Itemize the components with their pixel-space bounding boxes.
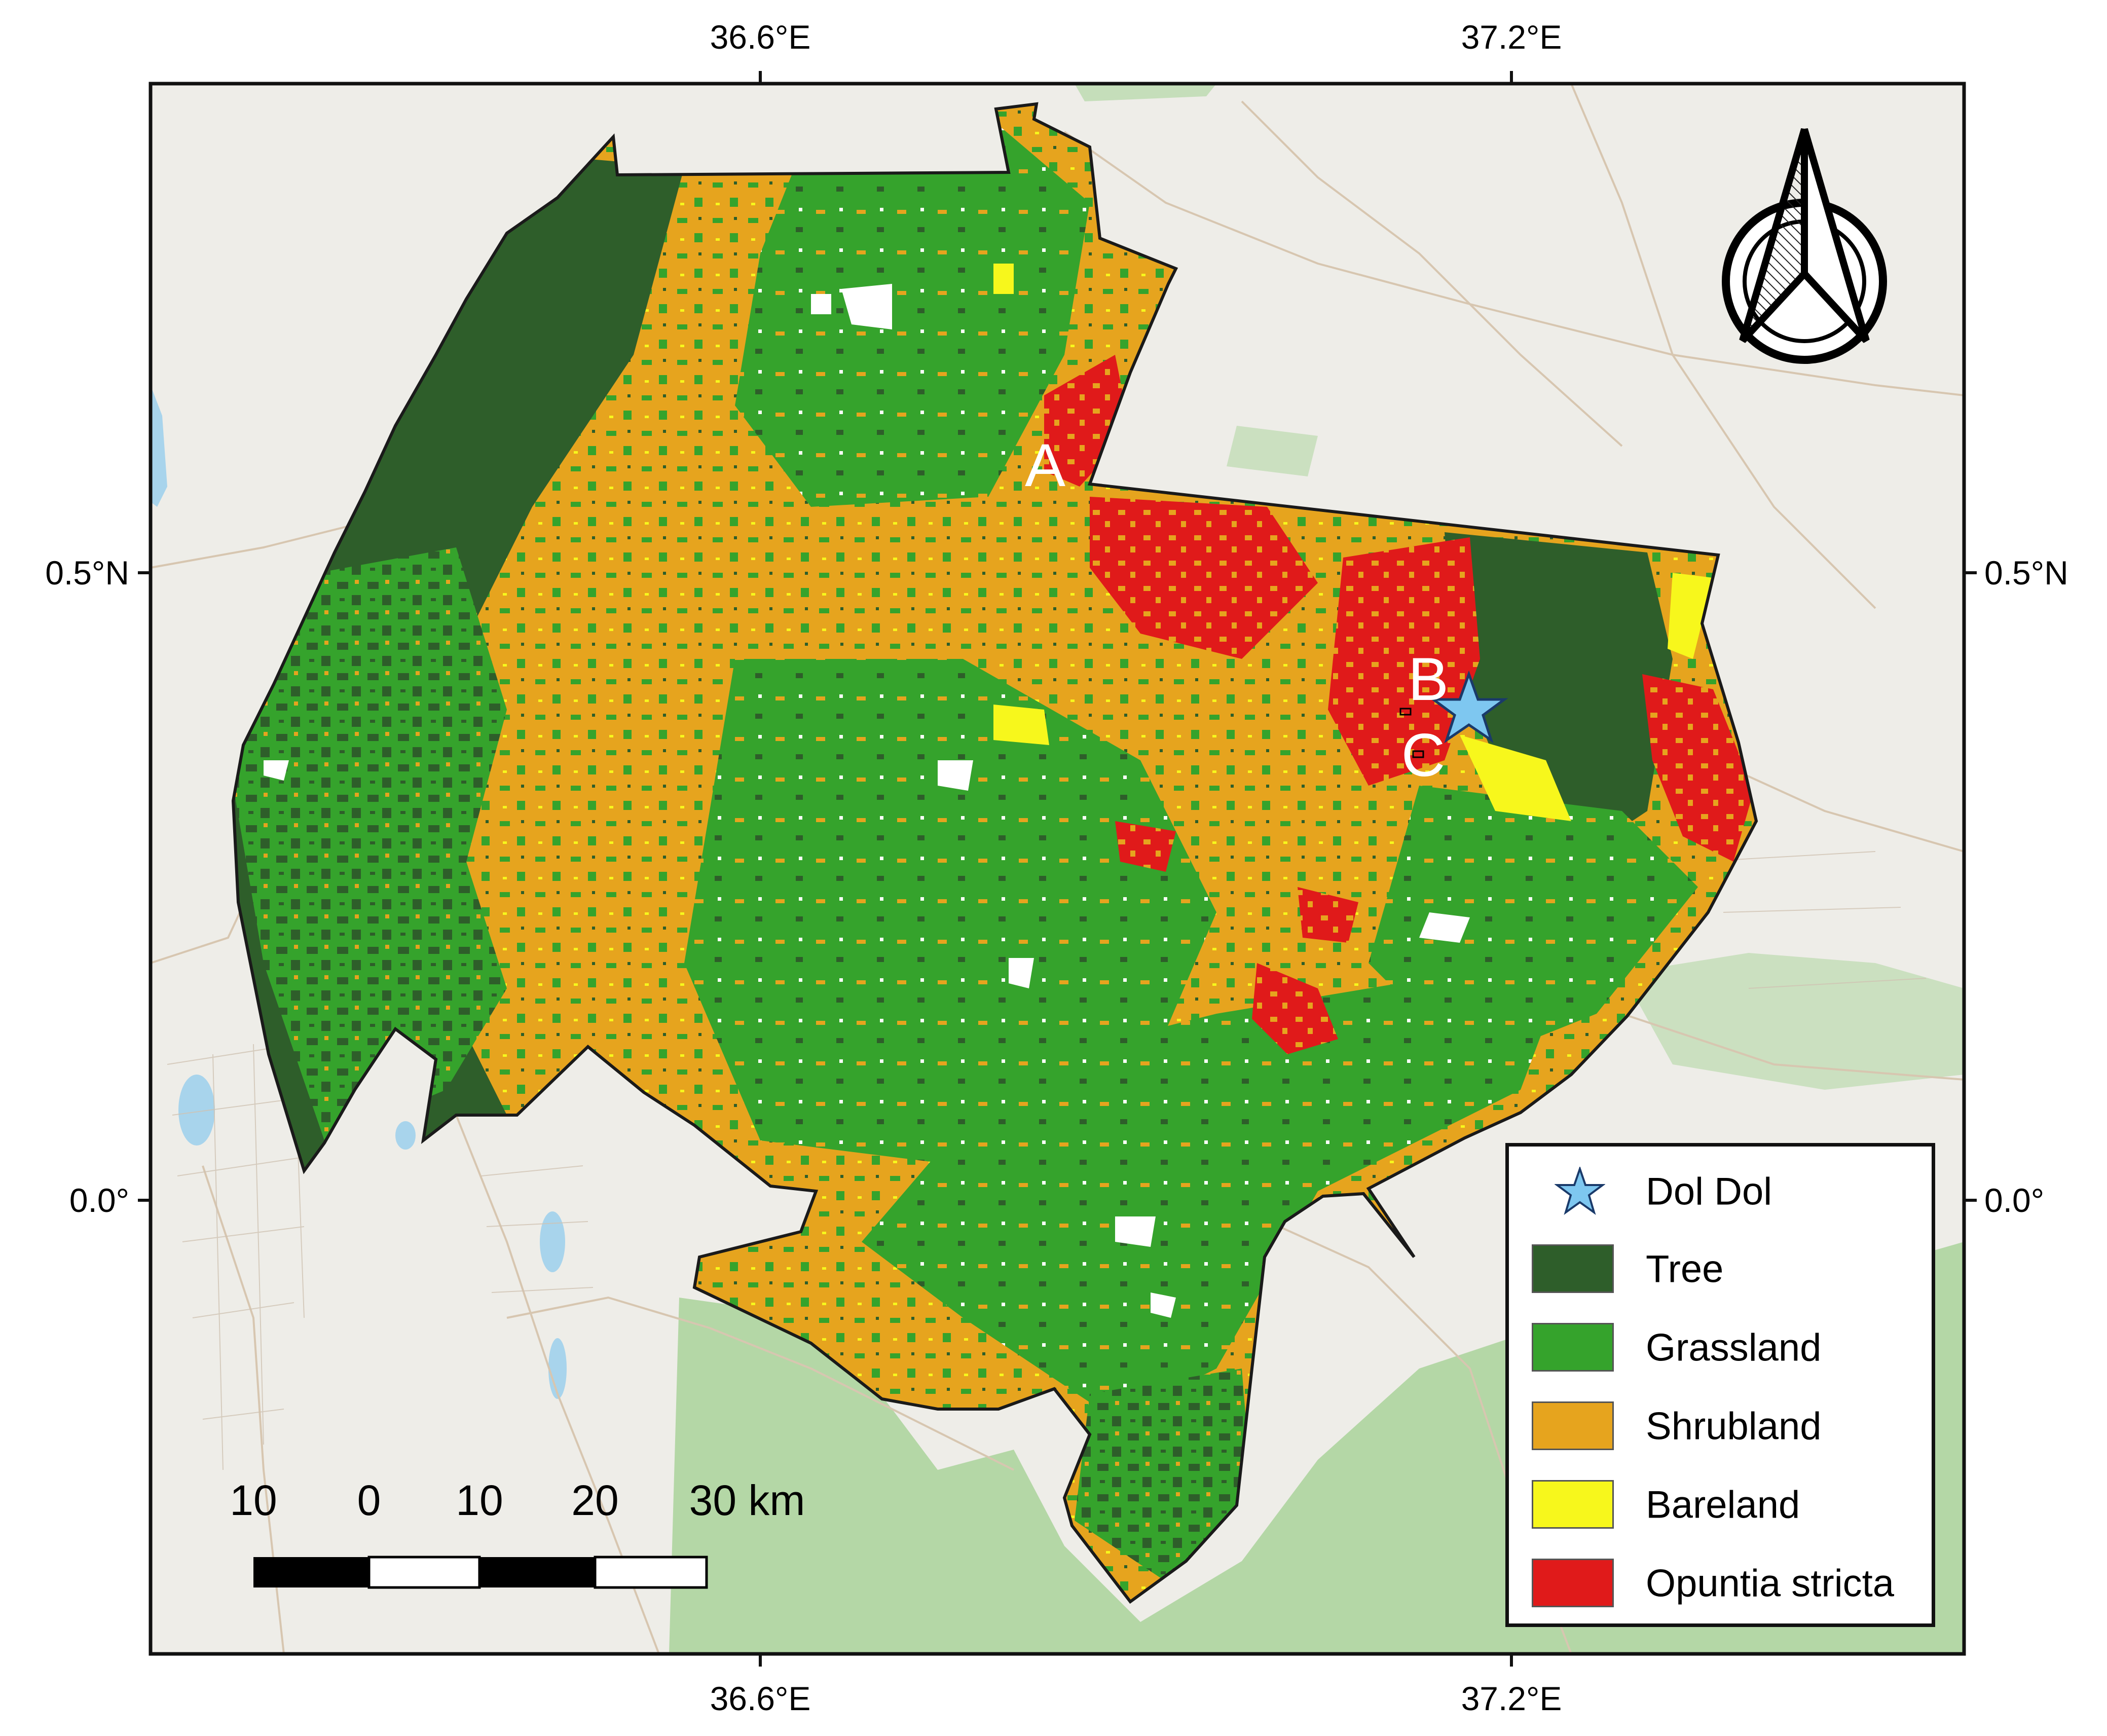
legend-label-grassland: Grassland <box>1646 1326 1822 1370</box>
basemap-town-grid <box>167 851 1927 1470</box>
site-box-c <box>1412 750 1424 758</box>
scale-label-3: 10 <box>456 1476 503 1524</box>
legend-swatch-grassland <box>1532 1323 1614 1372</box>
legend-label-tree: Tree <box>1646 1247 1724 1291</box>
zone-tree-east <box>1445 532 1673 862</box>
scale-bar <box>253 1556 708 1589</box>
zone-opuntia <box>1044 355 1754 1054</box>
zone-nodata <box>264 284 1470 1318</box>
legend: Dol Dol Tree Grassland Shrubland Barelan… <box>1505 1143 1935 1627</box>
site-label-b: B <box>1408 645 1449 713</box>
tick-top-2: 37.2°E <box>1461 18 1562 56</box>
zone-grass-central <box>684 659 1216 1166</box>
scale-label-5: 30 km <box>689 1476 805 1524</box>
basemap-roads <box>150 83 1965 1654</box>
legend-label-shrubland: Shrubland <box>1646 1405 1822 1448</box>
zone-grass-north <box>735 117 1090 507</box>
basemap-water <box>151 385 567 1399</box>
scale-label-1: 10 <box>230 1476 277 1524</box>
legend-swatch-bareland <box>1532 1480 1614 1529</box>
frame-ticks <box>138 71 1977 1667</box>
north-arrow-icon <box>1722 128 1887 364</box>
legend-label-opuntia: Opuntia stricta <box>1646 1562 1894 1605</box>
tick-right-2: 0.0° <box>1984 1181 2045 1219</box>
star-icon <box>1555 1167 1605 1215</box>
zone-grass-south <box>862 887 1597 1419</box>
legend-label-bareland: Bareland <box>1646 1483 1800 1527</box>
legend-item-bareland: Bareland <box>1532 1480 1917 1530</box>
tick-bottom-2: 37.2°E <box>1461 1680 1562 1717</box>
zone-grass-east <box>1369 786 1698 1064</box>
legend-item-opuntia: Opuntia stricta <box>1532 1559 1917 1608</box>
legend-item-dol-dol: Dol Dol <box>1532 1167 1917 1216</box>
dol-dol-star <box>1429 670 1508 744</box>
tick-left-2: 0.0° <box>69 1181 129 1219</box>
tick-bottom-1: 36.6°E <box>710 1680 811 1717</box>
map-frame <box>149 82 1966 1656</box>
tick-right-1: 0.5°N <box>1984 554 2068 592</box>
site-label-a: A <box>1024 431 1066 499</box>
scale-label-2: 0 <box>357 1476 381 1524</box>
legend-item-grassland: Grassland <box>1532 1323 1917 1373</box>
scale-label-4: 20 <box>571 1476 619 1524</box>
site-box-b <box>1399 708 1412 716</box>
zone-tree-south <box>1075 1369 1252 1581</box>
zone-grass-west <box>233 547 507 1140</box>
site-label-c: C <box>1401 721 1446 789</box>
legend-item-shrubland: Shrubland <box>1532 1401 1917 1451</box>
legend-item-tree: Tree <box>1532 1244 1917 1294</box>
legend-swatch-shrubland <box>1532 1401 1614 1450</box>
legend-swatch-tree <box>1532 1244 1614 1293</box>
legend-swatch-opuntia <box>1532 1559 1614 1607</box>
tick-left-1: 0.5°N <box>45 554 129 592</box>
tick-top-1: 36.6°E <box>710 18 811 56</box>
legend-label-dol-dol: Dol Dol <box>1646 1170 1772 1213</box>
